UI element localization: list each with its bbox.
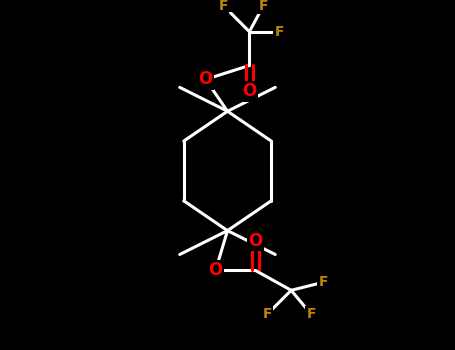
Text: O: O: [242, 82, 257, 100]
Text: F: F: [258, 0, 268, 13]
Text: F: F: [318, 275, 328, 289]
Text: F: F: [219, 0, 228, 13]
Text: F: F: [306, 307, 316, 321]
Text: O: O: [198, 70, 213, 89]
Text: O: O: [248, 232, 263, 250]
Text: O: O: [208, 261, 222, 279]
Text: F: F: [274, 25, 284, 38]
Text: F: F: [263, 307, 272, 321]
